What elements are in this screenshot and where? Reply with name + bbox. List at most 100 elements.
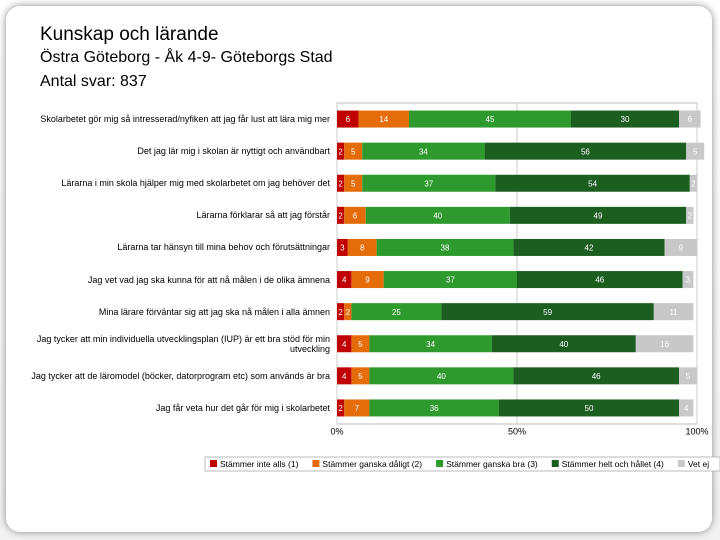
bar-segment	[351, 335, 370, 353]
data-label: 14	[379, 115, 388, 124]
bar-segment	[337, 271, 352, 289]
responses: Antal svar: 837	[40, 73, 147, 90]
bar-segment	[337, 238, 348, 256]
bar-segment	[376, 238, 514, 256]
bar-segment	[679, 367, 697, 385]
category-label: Jag tycker att de läromodel (böcker, dat…	[31, 370, 330, 381]
data-label: 25	[392, 308, 401, 317]
bar-segment	[484, 142, 687, 160]
bar-segment	[664, 238, 697, 256]
bar-segment	[495, 174, 690, 192]
data-label: 38	[441, 244, 450, 253]
data-label: 4	[342, 340, 347, 349]
bar-segment	[409, 110, 571, 128]
bar-segment	[347, 238, 377, 256]
data-label: 6	[353, 211, 358, 220]
data-label: 2	[346, 308, 351, 317]
legend-swatch	[312, 460, 320, 467]
bar-segment	[491, 335, 636, 353]
bar-segment	[369, 399, 499, 417]
data-label: 40	[437, 372, 446, 381]
data-label: 9	[365, 276, 370, 285]
data-label: 2	[338, 211, 343, 220]
bar-segment	[689, 174, 697, 192]
legend-swatch	[551, 460, 559, 467]
category-label: Jag får veta hur det går för mig i skola…	[155, 402, 330, 413]
data-label: 2	[691, 179, 696, 188]
subtitle: Östra Göteborg - Åk 4-9- Göteborgs Stad	[40, 49, 333, 66]
data-label: 46	[595, 276, 604, 285]
data-label: 5	[351, 179, 356, 188]
data-label: 37	[446, 276, 455, 285]
legend-label: Vet ej	[688, 459, 709, 469]
bar-segment	[358, 110, 409, 128]
bar-segment	[337, 303, 345, 321]
bar-segment	[337, 206, 345, 224]
category-label: Lärarna i min skola hjälper mig med skol…	[61, 178, 330, 189]
category-label: Mina lärare förväntar sig att jag ska nå…	[98, 306, 330, 317]
bar-segment	[513, 238, 665, 256]
data-label: 11	[669, 308, 678, 317]
title: Kunskap och lärande	[40, 24, 219, 45]
bar-segment	[653, 303, 694, 321]
legend-label: Stämmer ganska dåligt (2)	[322, 459, 422, 469]
data-label: 2	[688, 211, 693, 220]
bar-segment	[383, 271, 517, 289]
bar-segment	[509, 206, 687, 224]
bar-segment	[337, 399, 345, 417]
bar-segment	[337, 367, 352, 385]
data-label: 5	[351, 147, 356, 156]
frame	[6, 6, 712, 532]
data-label: 5	[693, 147, 698, 156]
bar-segment	[344, 142, 363, 160]
x-tick-label: 0%	[330, 426, 343, 436]
data-label: 45	[486, 115, 495, 124]
bar-segment	[337, 174, 345, 192]
legend-swatch	[436, 460, 444, 467]
bar-segment	[686, 142, 705, 160]
bar-segment	[686, 206, 694, 224]
data-label: 3	[340, 244, 345, 253]
data-label: 36	[430, 404, 439, 413]
data-label: 42	[585, 244, 594, 253]
data-label: 16	[660, 340, 669, 349]
data-label: 4	[342, 276, 347, 285]
data-label: 56	[581, 147, 590, 156]
bar-segment	[344, 303, 352, 321]
data-label: 49	[594, 211, 603, 220]
data-label: 40	[559, 340, 568, 349]
legend-label: Stämmer helt och hållet (4)	[562, 459, 664, 469]
bar-segment	[571, 110, 679, 128]
category-label: Jag vet vad jag ska kunna för att nå mål…	[87, 274, 330, 285]
bar-segment	[337, 335, 352, 353]
data-label: 50	[585, 404, 594, 413]
data-label: 37	[424, 179, 433, 188]
data-label: 9	[679, 244, 684, 253]
category-label: Skolarbetet gör mig så intresserad/nyfik…	[40, 114, 330, 125]
bar-segment	[635, 335, 694, 353]
bar-segment	[369, 367, 514, 385]
data-label: 46	[592, 372, 601, 381]
bar-segment	[344, 206, 366, 224]
bar-segment	[344, 399, 370, 417]
category-label: Lärarna förklarar så att jag förstår	[196, 210, 330, 221]
legend-box	[204, 456, 720, 472]
legend-swatch	[677, 460, 685, 467]
data-label: 6	[688, 115, 693, 124]
data-label: 30	[621, 115, 630, 124]
data-label: 34	[419, 147, 428, 156]
data-label: 2	[338, 147, 343, 156]
bar-segment	[682, 271, 694, 289]
data-label: 5	[358, 340, 363, 349]
bar-segment	[365, 206, 510, 224]
data-label: 3	[686, 276, 691, 285]
bar-segment	[344, 174, 363, 192]
bar-segment	[499, 399, 679, 417]
data-label: 7	[355, 404, 360, 413]
x-tick-label: 100%	[685, 426, 708, 436]
bar-segment	[337, 110, 359, 128]
data-label: 2	[338, 308, 343, 317]
bar-segment	[517, 271, 683, 289]
